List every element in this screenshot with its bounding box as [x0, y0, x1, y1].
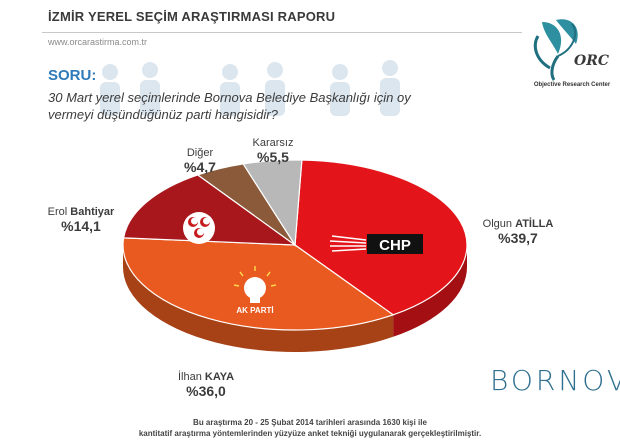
akp-logo-text: AK PARTİ — [236, 306, 273, 315]
pie-slice-mhp — [122, 174, 297, 246]
footer-line-2: kantitatif araştırma yöntemlerinden yüzy… — [138, 429, 482, 438]
slice-label-mhp: Erol Bahtiyar %14,1 — [26, 206, 136, 234]
pie-slice-kararsiz — [242, 159, 303, 247]
question-label: SORU: — [48, 67, 97, 84]
candidate-last-name: KAYA — [204, 371, 235, 383]
orc-logo-icon — [533, 19, 578, 81]
mhp-crescents-icon — [183, 212, 215, 244]
website-link[interactable]: www.orcarastirma.com.tr — [48, 37, 148, 47]
chp-logo-text: CHP — [379, 237, 411, 254]
report-title: İZMİR YEREL SEÇİM ARAŞTIRMASI RAPORU — [48, 9, 336, 24]
slice-name: Diğer — [186, 147, 214, 159]
header-bar — [0, 0, 620, 40]
people-silhouettes-icon — [100, 60, 400, 116]
slice-label-chp: Olgun ATİLLA %39,7 — [468, 218, 568, 246]
question-text: 30 Mart yerel seçimlerinde Bornova Beled… — [48, 90, 411, 122]
slice-label-akp: İlhan KAYA %36,0 — [156, 371, 256, 399]
slice-label-diger: Diğer %4,7 — [170, 147, 230, 175]
header-divider — [42, 32, 522, 33]
slice-name: Kararsız — [252, 137, 294, 149]
candidate-first-name: Erol — [47, 206, 68, 218]
candidate-first-name: İlhan — [177, 371, 202, 383]
footer-note: Bu araştırma 20 - 25 Şubat 2014 tarihler… — [40, 417, 580, 439]
candidate-last-name: Bahtiyar — [70, 206, 115, 218]
slice-percent: %5,5 — [257, 149, 289, 165]
akp-lightbulb-icon — [233, 266, 277, 303]
logo-subtitle: Objective Research Center — [533, 82, 611, 88]
candidate-first-name: Olgun — [482, 218, 512, 230]
chp-logo-icon — [329, 234, 423, 254]
slice-label-kararsiz: Kararsız %5,5 — [238, 137, 308, 165]
slice-percent: %36,0 — [186, 383, 226, 399]
footer-line-1: Bu araştırma 20 - 25 Şubat 2014 tarihler… — [193, 418, 427, 427]
logo-text: ORC — [574, 53, 609, 69]
candidate-last-name: ATİLLA — [515, 218, 554, 230]
district-name: BORNOVA — [490, 364, 620, 397]
pie-slice-akp-side — [123, 245, 394, 353]
slice-percent: %39,7 — [498, 230, 538, 246]
pie-slice-chp-side — [393, 245, 467, 337]
slice-percent: %14,1 — [61, 218, 101, 234]
slice-percent: %4,7 — [184, 159, 216, 175]
